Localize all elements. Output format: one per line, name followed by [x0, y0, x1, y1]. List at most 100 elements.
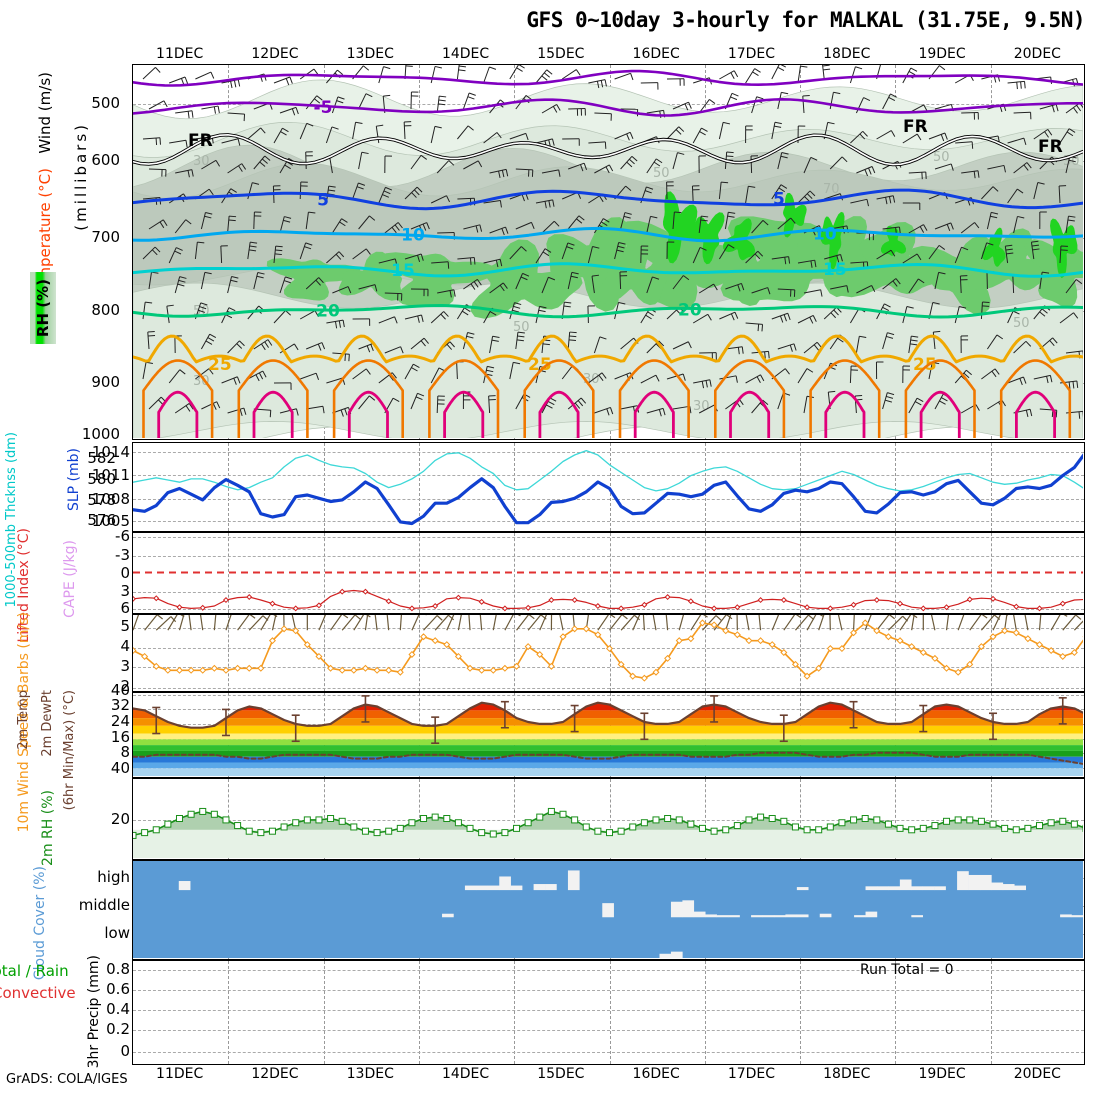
panel-slp-thickness[interactable] — [132, 442, 1085, 532]
axis-tick: 576 — [87, 511, 116, 530]
panel-lifted-index[interactable] — [132, 532, 1085, 614]
svg-text:10: 10 — [813, 225, 837, 245]
gridline-horizontal — [133, 521, 1084, 523]
gridline-horizontal — [133, 694, 1084, 696]
gridline-vertical — [704, 533, 706, 613]
gridline-vertical — [228, 615, 230, 691]
svg-text:30: 30 — [193, 154, 210, 169]
svg-text:15: 15 — [823, 260, 847, 280]
gridline-horizontal — [133, 1052, 1084, 1054]
gridline-vertical — [990, 615, 992, 691]
label-cape: CAPE (J/kg) — [62, 540, 78, 618]
gridline-vertical — [323, 615, 325, 691]
axis-tick: 582 — [87, 449, 116, 468]
label-precip-convective: Convective — [0, 984, 76, 1002]
date-label: 16DEC — [632, 1066, 680, 1082]
panel-10m-wind[interactable] — [132, 614, 1085, 692]
axis-tick: 40 — [110, 759, 130, 778]
axis-tick: 0.4 — [106, 1000, 130, 1019]
date-label: 12DEC — [251, 1066, 299, 1082]
date-label: 14DEC — [441, 46, 490, 62]
lifted-index-plot — [133, 571, 1083, 612]
date-label: 16DEC — [632, 46, 680, 62]
svg-text:5: 5 — [773, 189, 785, 209]
gridline-vertical — [895, 961, 897, 1064]
gridline-vertical — [609, 779, 611, 859]
cloud-cover-plot — [133, 861, 1083, 958]
panel-upper-air[interactable]: 30 50 50 30 50 50 30 30 30 50 70 -5 FR FR FR 5 5 10 10 15 15… — [132, 64, 1085, 440]
date-label: 12DEC — [251, 46, 299, 62]
gridline-horizontal — [133, 555, 1084, 557]
gridline-vertical — [514, 443, 516, 531]
date-label: 17DEC — [727, 46, 776, 62]
panel-cloud-cover[interactable] — [132, 860, 1085, 960]
slp-right-ticks: 1014 1011 1008 1005 — [84, 443, 132, 533]
svg-text:FR: FR — [903, 117, 928, 137]
axis-tick: 5 — [120, 616, 130, 635]
axis-tick: 32 — [110, 696, 130, 715]
label-2m-rh: 2m RH (%) — [40, 790, 56, 866]
gridline-vertical — [418, 779, 420, 859]
gridline-horizontal — [133, 498, 1084, 500]
label-precip-total: Total / Rain — [0, 962, 69, 980]
run-total-label: Run Total = 0 — [860, 962, 954, 978]
axis-tick: 900 — [91, 372, 120, 391]
rh2m-plot — [133, 807, 1083, 858]
gridline-vertical — [323, 533, 325, 613]
precip-ticks: 0.8 0.6 0.4 0.2 0 — [80, 960, 132, 1065]
gridline-vertical — [514, 615, 516, 691]
axis-tick: 1014 — [91, 443, 130, 461]
gridline-vertical — [895, 615, 897, 691]
panel-precip[interactable] — [132, 960, 1085, 1065]
slp-left-ticks: 582 580 578 576 — [70, 443, 118, 533]
gridline-horizontal — [133, 667, 1084, 669]
bottom-date-axis: 11DEC 12DEC 13DEC 14DEC 15DEC 16DEC 17DEC 18DEC… — [0, 1066, 1100, 1084]
page-title: GFS 0~10day 3-hourly for MALKAL (31.75E,… — [526, 8, 1085, 32]
gridline-horizontal — [133, 475, 1084, 477]
gridline-horizontal — [133, 990, 1084, 992]
svg-text:FR: FR — [188, 131, 213, 151]
svg-text:50: 50 — [933, 150, 950, 165]
date-label: 13DEC — [346, 46, 394, 62]
date-label: 18DEC — [823, 1066, 871, 1082]
label-rh: RH (%) — [34, 278, 52, 338]
date-label: 20DEC — [1013, 46, 1061, 62]
label-rh-box: RH (%) — [30, 272, 56, 344]
lifted-index-ticks: -6 -3 0 3 6 — [86, 527, 132, 617]
axis-tick: 0 — [120, 1042, 130, 1061]
axis-tick: 1005 — [91, 512, 130, 531]
axis-tick: middle — [78, 896, 130, 914]
axis-tick: -3 — [115, 545, 130, 564]
date-label: 20DEC — [1013, 1066, 1061, 1082]
gridline-horizontal — [133, 628, 1084, 630]
date-label: 13DEC — [346, 1066, 394, 1082]
panel-2m-rh[interactable] — [132, 778, 1085, 860]
gridline-vertical — [704, 443, 706, 531]
axis-tick: 578 — [87, 490, 116, 509]
gridline-vertical — [418, 533, 420, 613]
date-label: 19DEC — [918, 1066, 966, 1082]
gridline-vertical — [609, 533, 611, 613]
gridline-vertical — [609, 615, 611, 691]
gridline-vertical — [800, 533, 802, 613]
axis-tick: 16 — [110, 727, 130, 746]
gridline-vertical — [418, 615, 420, 691]
gridline-vertical — [228, 961, 230, 1064]
axis-tick: 500 — [91, 94, 120, 113]
gridline-horizontal — [133, 537, 1084, 539]
date-label: 14DEC — [441, 1066, 490, 1082]
gridline-vertical — [514, 533, 516, 613]
gridline-horizontal — [133, 1030, 1084, 1032]
axis-tick: -6 — [115, 527, 130, 546]
gridline-vertical — [514, 779, 516, 859]
axis-tick: 0.6 — [106, 980, 130, 999]
gridline-vertical — [418, 961, 420, 1064]
axis-tick: 4 — [120, 636, 130, 655]
date-label: 19DEC — [918, 46, 966, 62]
axis-tick: 0 — [120, 564, 130, 582]
temp2m-ticks: 40 32 24 16 8 40 — [80, 681, 132, 780]
axis-tick: 700 — [91, 227, 120, 246]
gridline-vertical — [418, 443, 420, 531]
axis-tick: 20 — [110, 810, 130, 828]
panel-2m-temp[interactable] — [132, 692, 1085, 778]
